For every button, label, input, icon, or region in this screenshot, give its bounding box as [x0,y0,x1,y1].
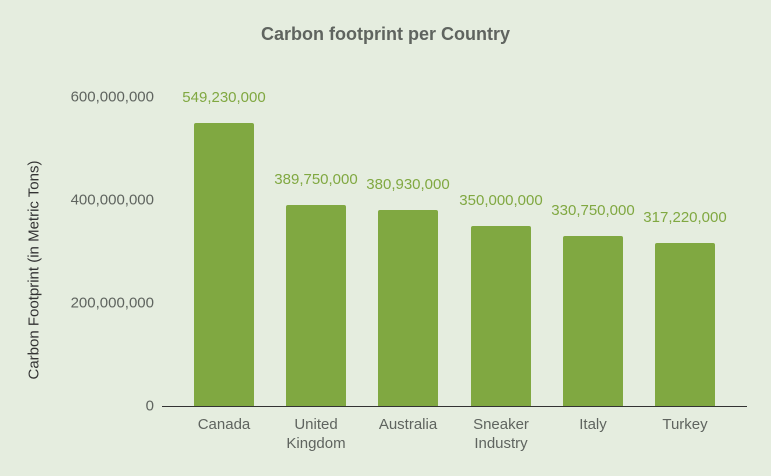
y-tick: 600,000,000 [70,88,154,106]
y-tick: 200,000,000 [70,294,154,312]
value-label: 330,750,000 [551,201,635,219]
value-label: 350,000,000 [459,191,543,209]
bar [194,123,254,406]
x-tick-label: Turkey [662,416,708,433]
x-tick-label: Italy [579,416,607,433]
value-label: 549,230,000 [182,89,266,107]
bar [471,225,531,406]
bar [563,235,623,406]
bar [378,209,438,406]
x-tick-label: Canada [197,416,251,433]
x-tick-label: United Kingdom [286,416,346,452]
y-tick: 0 [145,397,154,415]
y-axis-label: Carbon Footprint (in Metric Tons) [25,160,43,380]
x-tick-label: Sneaker Industry [473,416,529,452]
value-label: 317,220,000 [643,208,727,226]
value-label: 389,750,000 [274,171,358,189]
value-label: 380,930,000 [366,175,450,193]
chart-title: Carbon footprint per Country [261,24,510,44]
bar [655,242,715,406]
x-axis-line [162,406,747,407]
bar [286,205,346,406]
x-tick-label: Australia [378,416,438,433]
y-tick: 400,000,000 [70,191,154,209]
